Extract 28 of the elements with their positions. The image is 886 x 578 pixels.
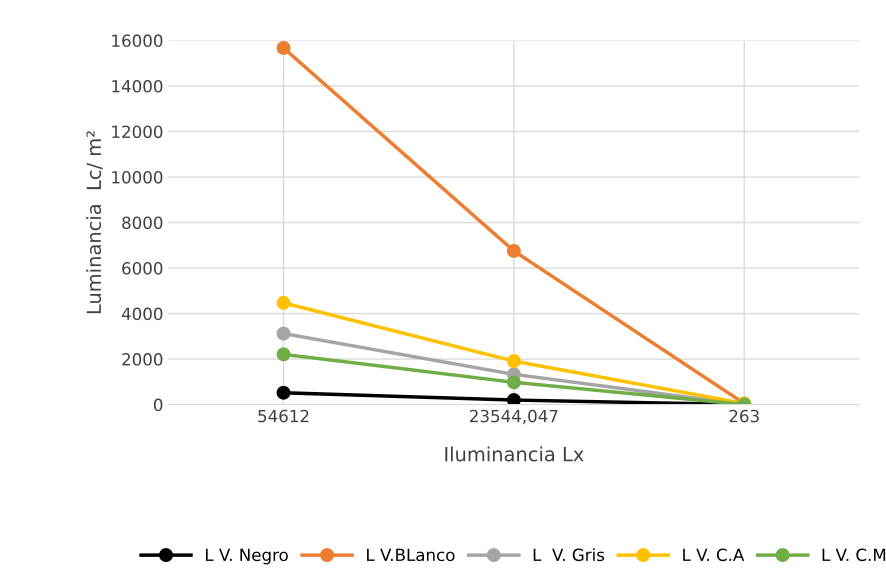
y-tick-label: 12000 <box>112 125 162 138</box>
y-tick-label: 16000 <box>112 34 162 48</box>
point <box>276 326 290 341</box>
x-axis-title: Iluminancia Lx <box>445 446 584 462</box>
y-tick-label: 0 <box>154 398 162 412</box>
point <box>506 393 521 405</box>
point <box>276 41 290 55</box>
legend-label: L V. Gris <box>534 548 604 562</box>
y-tick-label: 4000 <box>122 308 162 320</box>
y-tick-label: 6000 <box>122 262 162 275</box>
point <box>276 296 290 310</box>
y-tick-label: 14000 <box>112 80 162 93</box>
legend-label: L V.BLanco <box>367 548 455 562</box>
point <box>506 244 521 258</box>
y-tick-label: 10000 <box>112 170 162 184</box>
y-axis-title: Luminancia Lc/ m² <box>86 131 103 314</box>
legend-label: L V. C.M <box>822 548 886 562</box>
x-tick-label: 54612 <box>258 410 308 422</box>
y-tick-label: 8000 <box>122 216 162 230</box>
point <box>506 375 521 390</box>
legend-label: L V. C.A <box>683 548 744 562</box>
y-tick-label: 2000 <box>122 353 162 366</box>
point <box>276 386 290 400</box>
legend-label: L V. Negro <box>206 548 288 564</box>
x-tick-label: 263 <box>730 410 759 422</box>
point <box>506 354 521 368</box>
point <box>276 347 290 362</box>
x-tick-label: 23544,047 <box>470 410 558 424</box>
